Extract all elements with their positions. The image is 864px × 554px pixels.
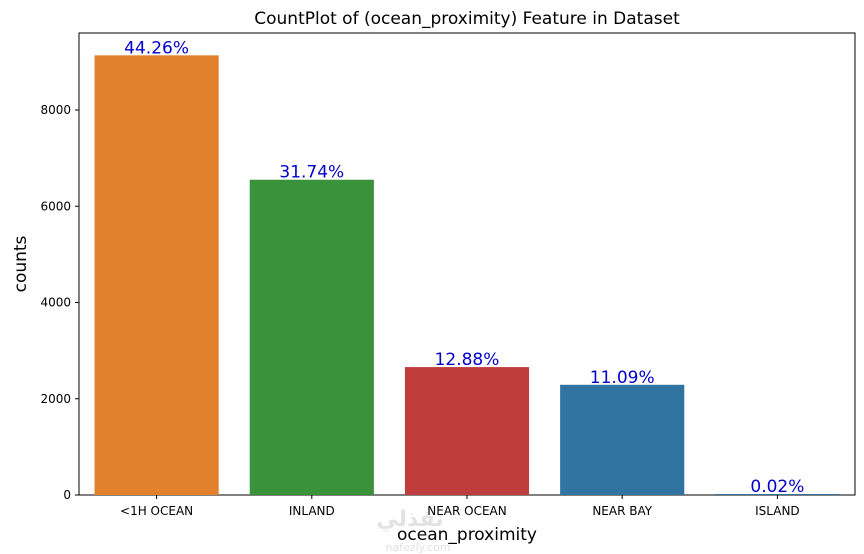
watermark-url: nafezly.com [385, 541, 450, 554]
bar-near-ocean [404, 367, 530, 495]
y-tick-label: 6000 [40, 199, 71, 213]
watermark: نفذلي nafezly.com [376, 507, 450, 554]
y-axis-label: counts [11, 235, 31, 292]
x-tick-label: NEAR OCEAN [427, 504, 507, 518]
y-tick-label: 8000 [40, 103, 71, 117]
x-tick-label: ISLAND [755, 504, 800, 518]
x-tick-label: <1H OCEAN [120, 504, 193, 518]
bar-inland [249, 179, 374, 495]
bar-island [715, 494, 840, 495]
data-label-inland: 31.74% [279, 163, 344, 183]
y-axis-ticks: 0 2000 4000 6000 8000 [40, 103, 79, 502]
x-tick-label: INLAND [289, 504, 335, 518]
x-axis-label: ocean_proximity [397, 525, 537, 545]
data-label-island: 0.02% [750, 477, 804, 497]
bars-group [94, 55, 840, 496]
data-labels-group: 44.26% 31.74% 12.88% 11.09% 0.02% [124, 38, 804, 497]
bar-near-bay [560, 384, 685, 495]
watermark-logo-text: نفذلي [376, 507, 443, 532]
y-tick-label: 0 [63, 488, 71, 502]
x-tick-label: NEAR BAY [592, 504, 652, 518]
bar-1h-ocean [94, 55, 219, 496]
x-axis-ticks: <1H OCEAN INLAND NEAR OCEAN NEAR BAY ISLAND [120, 495, 800, 518]
data-label-near-ocean: 12.88% [435, 350, 500, 370]
data-label-1h-ocean: 44.26% [124, 38, 189, 58]
data-label-near-bay: 11.09% [590, 368, 655, 388]
chart-title: CountPlot of (ocean_proximity) Feature i… [254, 9, 680, 29]
y-tick-label: 2000 [40, 392, 71, 406]
y-tick-label: 4000 [40, 296, 71, 310]
